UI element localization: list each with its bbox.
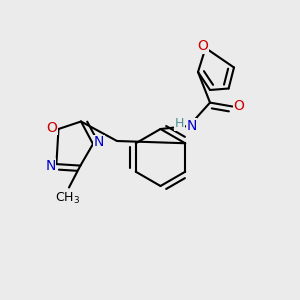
Text: O: O xyxy=(234,100,244,113)
Text: N: N xyxy=(94,136,104,149)
Text: H: H xyxy=(175,117,184,130)
Text: O: O xyxy=(197,40,208,53)
Text: CH$_3$: CH$_3$ xyxy=(55,190,80,206)
Text: N: N xyxy=(186,119,197,133)
Text: O: O xyxy=(46,121,57,134)
Text: N: N xyxy=(45,159,56,172)
